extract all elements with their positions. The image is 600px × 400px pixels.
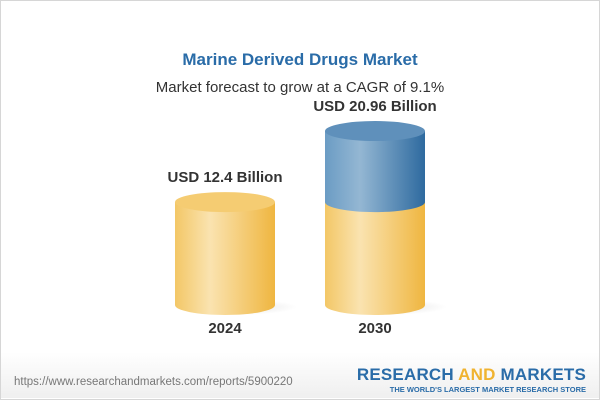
x-tick-label: 2030 xyxy=(358,320,391,337)
data-label: USD 12.4 Billion xyxy=(167,169,282,186)
chart-subtitle: Market forecast to grow at a CAGR of 9.1… xyxy=(155,79,445,96)
bar-base-2030 xyxy=(325,202,425,315)
x-tick-label: 2024 xyxy=(208,320,242,337)
footer-bar xyxy=(1,352,599,398)
chart-title: Marine Derived Drugs Market xyxy=(182,50,418,69)
bar-top-2030 xyxy=(325,121,425,142)
bar-top-2024 xyxy=(175,192,275,213)
source-url[interactable]: https://www.researchandmarkets.com/repor… xyxy=(14,376,293,388)
research-and-markets-logo: RESEARCH AND MARKETS THE WORLD'S LARGEST… xyxy=(356,365,586,395)
data-label: USD 20.96 Billion xyxy=(313,98,436,115)
bar-base-2024 xyxy=(175,202,275,315)
bar-growth-2030 xyxy=(325,131,425,213)
